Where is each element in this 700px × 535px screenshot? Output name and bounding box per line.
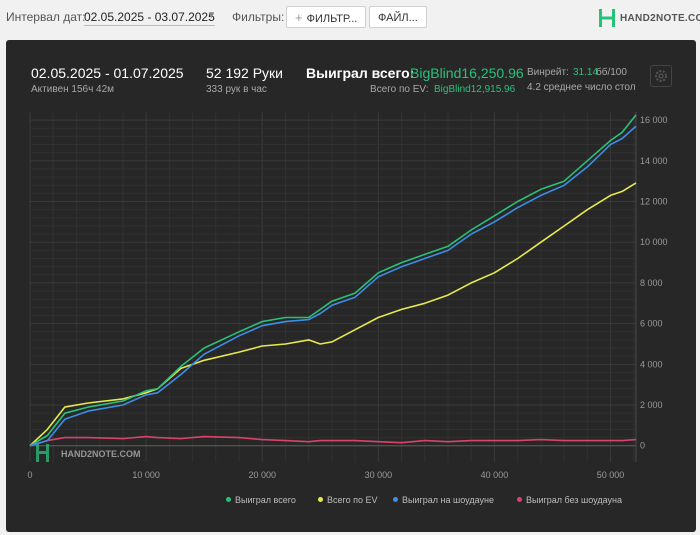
legend-dot-icon [318, 497, 323, 502]
legend-label: Всего по EV [327, 495, 378, 505]
active-time: Активен 156ч 42м [31, 84, 115, 95]
graph-panel: 02.05.2025 - 01.07.2025 Активен 156ч 42м… [6, 40, 696, 532]
gear-icon [655, 70, 667, 82]
x-tick-label: 50 000 [597, 470, 625, 480]
plus-icon: + [295, 10, 303, 25]
legend-dot-icon [226, 497, 231, 502]
chart-series [29, 114, 637, 447]
hand2note-watermark: HAND2NOTE.COM [36, 444, 141, 462]
settings-button[interactable] [650, 65, 672, 87]
winnings-chart: HAND2NOTE.COM 0 2 000 4 000 6 000 8 000 10 00… [27, 112, 668, 480]
ev-total-label: Всего по EV: [370, 84, 429, 95]
x-tick-label: 30 000 [365, 470, 393, 480]
ev-total-value: BigBlind12,915.96 [434, 84, 516, 95]
filter-button-label: ФИЛЬТР... [306, 13, 358, 25]
y-tick-label: 2 000 [640, 400, 663, 410]
filters-label: Фильтры: [232, 10, 285, 24]
y-tick-label: 14 000 [640, 156, 668, 166]
legend-label: Выиграл на шоудауне [402, 495, 494, 505]
hands-per-hour: 333 рук в час [206, 84, 267, 95]
filter-button[interactable]: + ФИЛЬТР... [286, 6, 367, 28]
legend-item[interactable]: Выиграл без шоудауна [517, 495, 622, 505]
series-line [29, 125, 637, 447]
chart-grid [29, 112, 637, 462]
series-line [29, 114, 637, 447]
legend-item[interactable]: Выиграл всего [226, 495, 296, 505]
file-button[interactable]: ФАЙЛ... [369, 6, 427, 28]
toolbar: Интервал дат: 02.05.2025 - 03.07.2025 ▼ … [0, 0, 700, 36]
x-tick-label: 40 000 [481, 470, 509, 480]
won-total-value: BigBlind16,250.96 [410, 65, 524, 81]
period-value: 02.05.2025 - 01.07.2025 [31, 65, 184, 81]
y-tick-label: 10 000 [640, 237, 668, 247]
won-total-label: Выиграл всего: [306, 65, 415, 81]
legend-item[interactable]: Выиграл на шоудауне [393, 495, 494, 505]
x-tick-label: 20 000 [248, 470, 276, 480]
legend-label: Выиграл без шоудауна [526, 495, 622, 505]
legend-item[interactable]: Всего по EV [318, 495, 377, 505]
y-tick-label: 12 000 [640, 197, 668, 207]
hand2note-logo-icon [599, 9, 615, 27]
x-tick-label: 10 000 [132, 470, 160, 480]
legend-dot-icon [517, 497, 522, 502]
chart-ticks: 0 2 000 4 000 6 000 8 000 10 000 12 000 14 000 1… [27, 115, 667, 480]
winrate-value: 31.14 [573, 67, 599, 78]
chevron-down-icon[interactable]: ▼ [207, 10, 216, 20]
y-tick-label: 0 [640, 441, 645, 451]
y-tick-label: 6 000 [640, 319, 663, 329]
series-line [29, 182, 637, 447]
file-button-label: ФАЙЛ... [378, 12, 418, 24]
series-line [29, 435, 637, 447]
winrate-unit: бб/100 [596, 67, 627, 78]
date-range-selector[interactable]: 02.05.2025 - 03.07.2025 [84, 10, 215, 26]
avg-tables: 4.2 среднее число стол [527, 82, 636, 93]
y-tick-label: 16 000 [640, 115, 668, 125]
logo-text: HAND2NOTE.COM [620, 13, 700, 24]
legend-label: Выиграл всего [235, 495, 296, 505]
interval-label: Интервал дат: [6, 10, 86, 24]
legend-dot-icon [393, 497, 398, 502]
winrate-label: Винрейт: [527, 67, 569, 78]
watermark-text: HAND2NOTE.COM [61, 449, 141, 459]
x-tick-label: 0 [27, 470, 32, 480]
hands-count: 52 192 Руки [206, 65, 283, 81]
y-tick-label: 8 000 [640, 278, 663, 288]
y-tick-label: 4 000 [640, 359, 663, 369]
